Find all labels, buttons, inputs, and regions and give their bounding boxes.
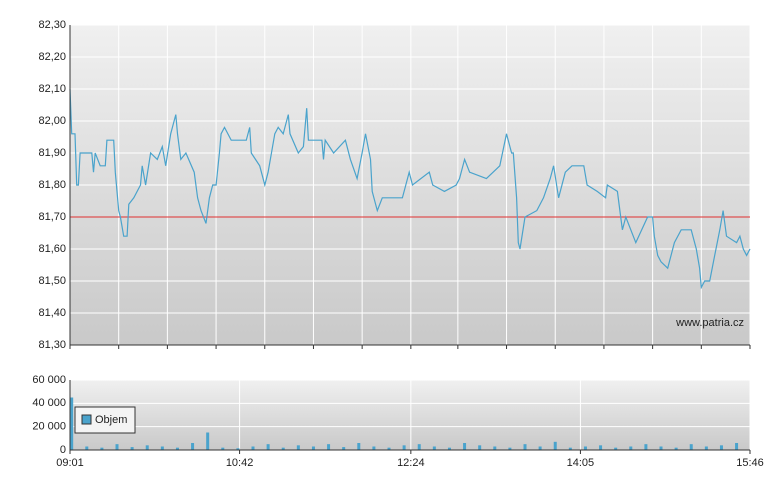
volume-bar [599,445,603,450]
volume-bar [85,446,89,450]
volume-bar [100,447,104,450]
volume-bar [629,446,633,450]
volume-bar [447,447,451,450]
volume-plot-area [70,380,750,450]
volume-bar [508,447,512,450]
volume-bar [387,447,391,450]
y-tick-label: 81,90 [38,147,66,159]
y-tick-label: 0 [60,444,66,456]
y-tick-label: 82,00 [38,115,66,127]
y-tick-label: 81,30 [38,339,66,351]
volume-bar [160,446,164,450]
volume-bar [70,397,74,450]
x-tick-label: 10:42 [226,457,254,469]
volume-bar [735,443,739,450]
volume-bar [493,446,497,450]
x-tick-label: 12:24 [397,457,425,469]
volume-bar [689,444,693,450]
volume-bar [206,432,210,450]
x-tick-label: 09:01 [56,457,84,469]
volume-bar [342,447,346,450]
volume-bar [327,444,331,450]
y-tick-label: 82,10 [38,83,66,95]
volume-bar [357,443,361,450]
volume-bar [704,446,708,450]
watermark: www.patria.cz [675,317,744,329]
y-tick-label: 81,80 [38,179,66,191]
volume-bar [296,445,300,450]
volume-bar [553,441,557,450]
volume-bar [568,447,572,450]
y-tick-label: 81,50 [38,275,66,287]
volume-bar [523,444,527,450]
y-tick-label: 82,30 [38,19,66,31]
volume-bar [719,445,723,450]
volume-bar [266,444,270,450]
volume-bar [614,447,618,450]
y-tick-label: 82,20 [38,51,66,63]
y-tick-label: 60 000 [32,374,66,386]
volume-bar [463,443,467,450]
volume-bar [221,447,225,450]
x-tick-label: 15:46 [736,457,764,469]
y-tick-label: 81,40 [38,307,66,319]
volume-bar [311,446,315,450]
y-tick-label: 40 000 [32,397,66,409]
y-tick-label: 20 000 [32,421,66,433]
volume-bar [432,446,436,450]
volume-bar [583,446,587,450]
volume-bar [674,447,678,450]
volume-bar [417,444,421,450]
volume-bar [402,445,406,450]
volume-bar [236,448,240,450]
volume-bar [145,445,149,450]
volume-bar [175,447,179,450]
volume-bar [281,447,285,450]
volume-bar [251,446,255,450]
volume-bar [478,445,482,450]
x-tick-label: 14:05 [567,457,595,469]
y-tick-label: 81,60 [38,243,66,255]
volume-bar [191,443,195,450]
volume-bar [372,446,376,450]
volume-bar [538,446,542,450]
price-line [69,88,751,290]
legend-swatch [81,414,92,425]
legend-label: Objem [95,414,127,426]
volume-bar [115,444,119,450]
volume-bar [659,446,663,450]
volume-bar [130,447,134,450]
volume-bar [644,444,648,450]
y-tick-label: 81,70 [38,211,66,223]
